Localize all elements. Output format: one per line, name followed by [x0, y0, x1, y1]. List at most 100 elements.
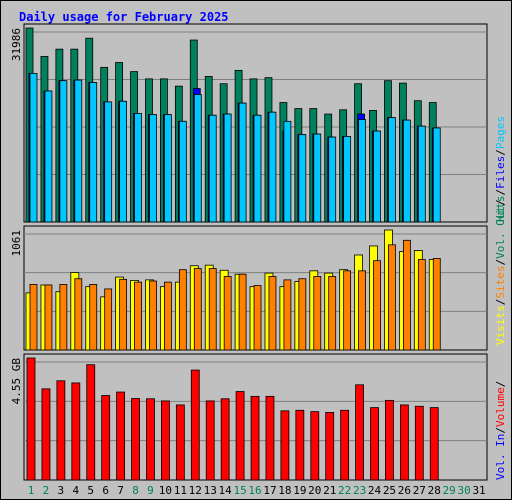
bar-sites	[59, 284, 68, 351]
x-tick-label: 7	[117, 484, 124, 497]
x-tick-label: 5	[87, 484, 94, 497]
bar-pages	[193, 94, 202, 223]
bar-volume	[131, 398, 140, 481]
bar-sites	[223, 276, 232, 351]
bar-sites	[358, 270, 366, 351]
bar-pages	[402, 119, 411, 223]
bar-volume	[280, 410, 290, 481]
bar-sites	[44, 284, 53, 351]
bar-volume	[355, 384, 364, 481]
legend-middle-part: Sites	[494, 266, 507, 299]
bar-volume	[26, 357, 36, 481]
x-tick-label: 29	[443, 484, 456, 497]
x-tick-label: 11	[174, 484, 187, 497]
bar-volume	[71, 382, 81, 481]
bar-pages	[74, 79, 83, 223]
panel-visits-sites: 1061	[10, 225, 488, 351]
bar-pages	[178, 120, 187, 223]
bar-sites	[298, 278, 307, 351]
bar-volume	[295, 409, 305, 481]
bar-sites	[208, 268, 217, 351]
bar-pages	[149, 114, 157, 223]
x-tick-label: 9	[147, 484, 154, 497]
legend-middle-part: /	[494, 199, 507, 206]
bar-sites	[343, 270, 352, 351]
x-tick-label: 26	[398, 484, 411, 497]
bar-pages	[164, 114, 172, 223]
bar-pages	[432, 127, 441, 223]
bar-sites	[268, 276, 277, 351]
x-tick-label: 13	[204, 484, 217, 497]
bar-sites	[402, 239, 411, 351]
bar-pages	[328, 136, 337, 223]
bar-pages	[388, 117, 396, 223]
bar-pages	[104, 101, 113, 223]
x-tick-label: 19	[293, 484, 306, 497]
legend-middle-part: Vol. Out	[494, 206, 507, 259]
bar-volume	[235, 391, 245, 481]
chart-title: Daily usage for February 2025	[19, 10, 229, 24]
bar-sites	[193, 268, 202, 351]
legend-top-part: Pages	[494, 116, 507, 149]
bar-sites	[104, 288, 113, 351]
y-max-label: 31986	[10, 28, 23, 61]
bar-pages	[298, 134, 307, 223]
bar-volume	[41, 388, 51, 481]
bar-sites	[134, 281, 142, 351]
x-tick-label: 3	[58, 484, 65, 497]
bar-volume	[399, 404, 409, 481]
bar-pages	[223, 113, 232, 223]
bar-volume	[370, 407, 379, 481]
bar-pages	[238, 102, 247, 223]
bar-volume	[220, 398, 230, 481]
bar-sites	[119, 278, 128, 351]
y-max-label: 1061	[10, 230, 23, 257]
bar-pages	[59, 80, 68, 223]
bar-pages	[44, 90, 53, 223]
x-tick-label: 14	[219, 484, 233, 497]
x-tick-label: 8	[132, 484, 139, 497]
x-tick-label: 30	[458, 484, 471, 497]
bar-pages	[358, 119, 366, 223]
bar-pages	[119, 100, 128, 223]
bar-sites	[328, 276, 337, 351]
bar-pages	[208, 114, 217, 223]
x-tick-label: 6	[102, 484, 109, 497]
legend-middle-part: /	[494, 259, 507, 266]
bar-pages	[343, 136, 352, 223]
legend-bottom-part: /	[494, 427, 507, 434]
legend-top: Hits/Files/Pages	[494, 116, 507, 222]
x-tick-label: 15	[233, 484, 246, 497]
bar-pages	[89, 82, 98, 223]
bar-volume	[161, 400, 170, 481]
bar-sites	[178, 269, 187, 351]
bar-sites	[89, 284, 98, 351]
legend-middle-part: Visits	[494, 305, 507, 345]
x-tick-label: 27	[413, 484, 426, 497]
bar-sites	[313, 276, 322, 351]
bar-volume	[146, 398, 155, 481]
bar-volume	[190, 369, 200, 481]
bar-volume	[429, 407, 439, 481]
bar-pages	[134, 113, 142, 223]
x-tick-label: 21	[323, 484, 336, 497]
bar-volume	[310, 411, 320, 481]
panel-hits-files-pages: 31986	[10, 23, 488, 223]
bar-sites	[238, 273, 247, 351]
bar-volume	[385, 399, 394, 481]
x-tick-label: 2	[43, 484, 50, 497]
bar-pages	[268, 111, 277, 223]
bar-volume	[205, 400, 215, 481]
legend-top-part: Files	[494, 156, 507, 189]
bar-volume	[175, 404, 185, 481]
x-tick-label: 10	[159, 484, 172, 497]
bar-volume	[414, 405, 424, 481]
bar-sites	[373, 260, 381, 351]
x-tick-label: 22	[338, 484, 351, 497]
bar-pages	[373, 130, 381, 223]
x-tick-label: 17	[263, 484, 276, 497]
bar-volume	[116, 391, 126, 481]
bar-volume	[340, 409, 350, 481]
bar-sites	[417, 259, 426, 351]
bar-sites	[432, 257, 441, 351]
